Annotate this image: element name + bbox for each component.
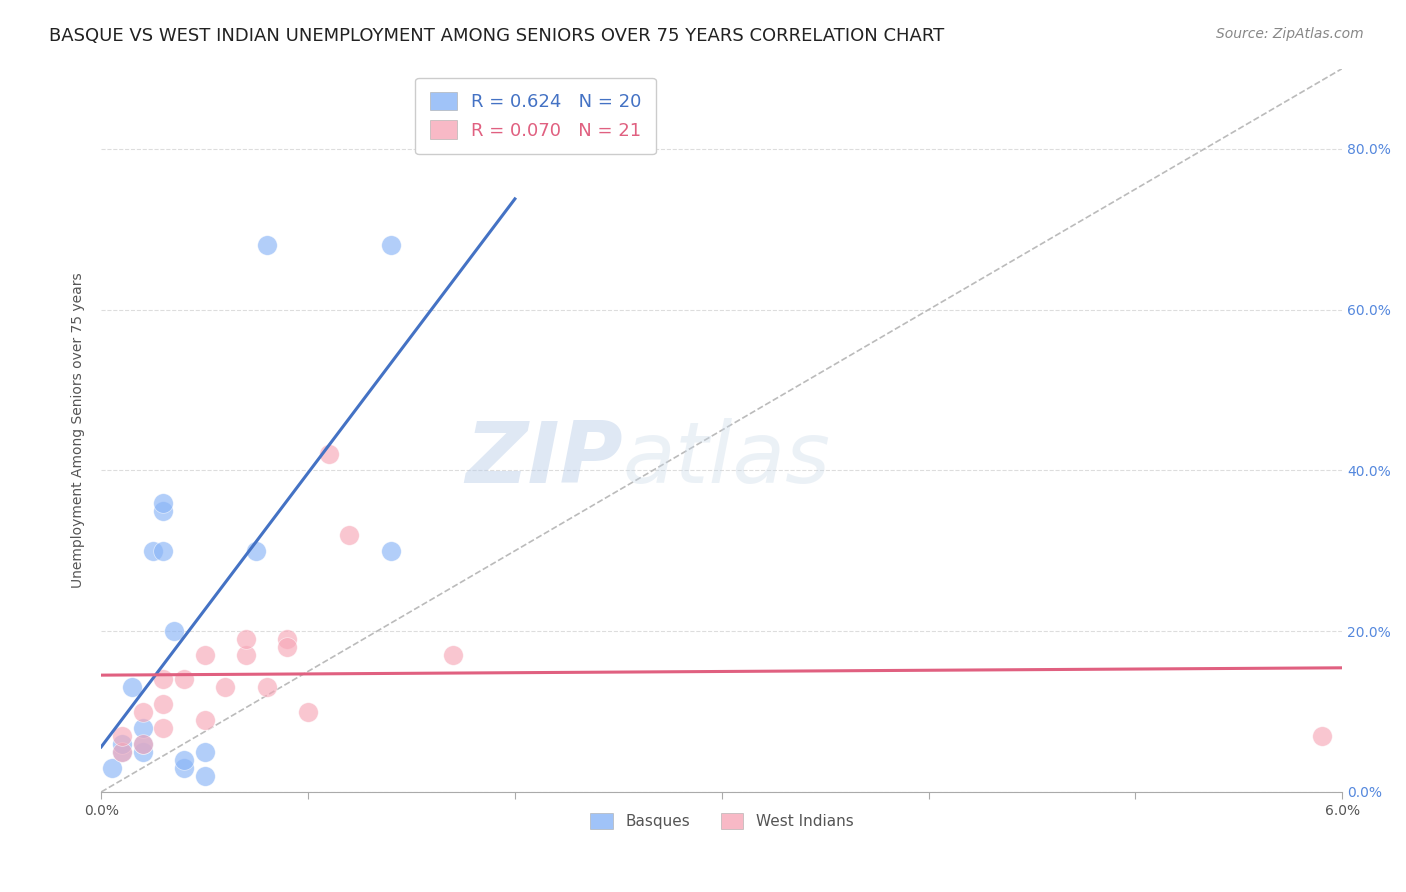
Text: atlas: atlas — [623, 417, 831, 500]
Point — [256, 238, 278, 252]
Point — [121, 681, 143, 695]
Point — [297, 705, 319, 719]
Point — [131, 745, 153, 759]
Point — [152, 544, 174, 558]
Point — [173, 753, 195, 767]
Point — [380, 544, 402, 558]
Point — [111, 745, 134, 759]
Point — [111, 737, 134, 751]
Point — [131, 737, 153, 751]
Point — [276, 640, 298, 655]
Point — [441, 648, 464, 663]
Point — [194, 769, 217, 783]
Text: ZIP: ZIP — [465, 417, 623, 500]
Point — [235, 632, 257, 647]
Point — [131, 721, 153, 735]
Point — [152, 721, 174, 735]
Point — [162, 624, 184, 639]
Legend: Basques, West Indians: Basques, West Indians — [583, 806, 859, 835]
Y-axis label: Unemployment Among Seniors over 75 years: Unemployment Among Seniors over 75 years — [72, 272, 86, 588]
Point — [131, 705, 153, 719]
Point — [111, 729, 134, 743]
Point — [152, 495, 174, 509]
Point — [380, 238, 402, 252]
Point — [100, 761, 122, 775]
Point — [276, 632, 298, 647]
Point — [131, 737, 153, 751]
Point — [194, 745, 217, 759]
Point — [256, 681, 278, 695]
Point — [111, 745, 134, 759]
Point — [235, 648, 257, 663]
Point — [318, 447, 340, 461]
Point — [152, 697, 174, 711]
Point — [173, 673, 195, 687]
Point — [1310, 729, 1333, 743]
Point — [214, 681, 236, 695]
Point — [152, 503, 174, 517]
Point — [339, 527, 361, 541]
Point — [142, 544, 165, 558]
Point — [194, 713, 217, 727]
Text: Source: ZipAtlas.com: Source: ZipAtlas.com — [1216, 27, 1364, 41]
Point — [194, 648, 217, 663]
Point — [173, 761, 195, 775]
Point — [245, 544, 267, 558]
Text: BASQUE VS WEST INDIAN UNEMPLOYMENT AMONG SENIORS OVER 75 YEARS CORRELATION CHART: BASQUE VS WEST INDIAN UNEMPLOYMENT AMONG… — [49, 27, 945, 45]
Point — [152, 673, 174, 687]
